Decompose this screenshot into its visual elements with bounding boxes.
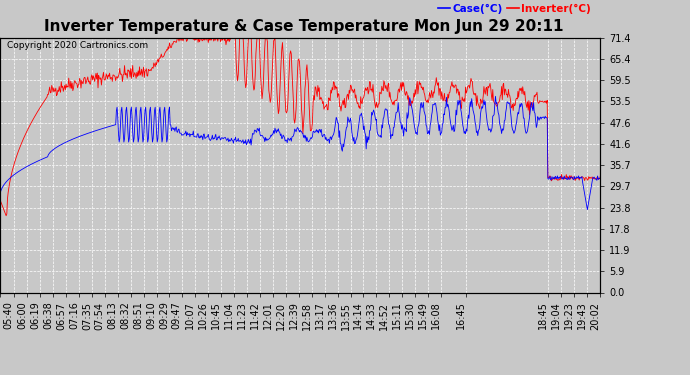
Text: Inverter Temperature & Case Temperature Mon Jun 29 20:11: Inverter Temperature & Case Temperature … [44,19,563,34]
Legend: Case(°C), Inverter(°C): Case(°C), Inverter(°C) [433,0,595,18]
Text: Copyright 2020 Cartronics.com: Copyright 2020 Cartronics.com [7,41,148,50]
